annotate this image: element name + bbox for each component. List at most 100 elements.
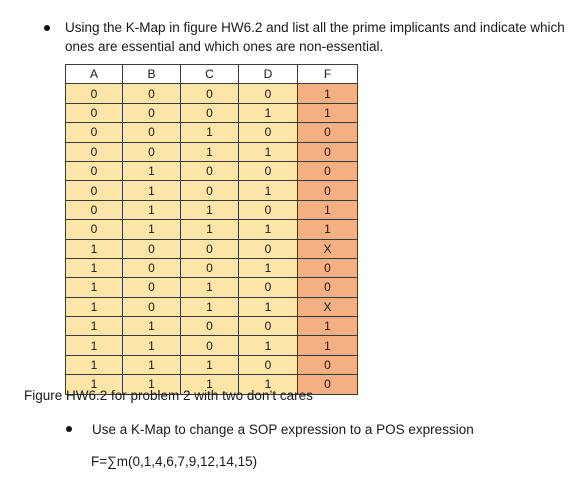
cell-c: 1 [180, 374, 239, 395]
cell-f: X [297, 238, 358, 259]
cell-d: 0 [238, 83, 298, 104]
cell-d: 0 [238, 354, 298, 376]
cell-a: 1 [65, 335, 123, 356]
cell-c: 1 [180, 219, 239, 240]
cell-a: 1 [65, 374, 123, 395]
cell-b: 0 [122, 277, 181, 298]
cell-a: 1 [65, 277, 123, 298]
cell-c: 1 [180, 122, 239, 143]
cell-f: 1 [297, 199, 358, 221]
sop-task-text: Use a K-Map to change a SOP expression t… [92, 422, 474, 437]
cell-c: 0 [180, 102, 239, 124]
cell-b: 1 [122, 180, 181, 201]
cell-f: 0 [297, 277, 358, 298]
truth-table-header-row: A B C D F [65, 63, 358, 85]
cell-b: 1 [122, 160, 181, 182]
cell-f: 0 [297, 354, 358, 376]
cell-c: 1 [180, 296, 239, 318]
header-c: C [180, 63, 239, 85]
cell-d: 0 [238, 316, 298, 337]
cell-a: 1 [65, 316, 123, 337]
cell-c: 1 [180, 199, 239, 221]
cell-f: 0 [297, 374, 358, 395]
cell-a: 0 [65, 122, 123, 143]
bullet-icon-2 [66, 426, 72, 432]
cell-b: 1 [122, 219, 181, 240]
cell-c: 0 [180, 335, 239, 356]
cell-d: 1 [238, 180, 298, 201]
cell-c: 0 [180, 160, 239, 182]
header-b: B [122, 63, 181, 85]
cell-b: 0 [122, 122, 181, 143]
cell-c: 0 [180, 83, 239, 104]
cell-d: 1 [238, 335, 298, 356]
cell-f: X [297, 296, 358, 318]
cell-d: 1 [238, 219, 298, 240]
cell-a: 0 [65, 199, 123, 221]
cell-a: 0 [65, 141, 123, 162]
instruction-line-2: ones are essential and which ones are no… [65, 39, 384, 54]
cell-d: 0 [238, 199, 298, 221]
cell-b: 1 [122, 316, 181, 337]
cell-f: 0 [297, 180, 358, 201]
header-a: A [65, 63, 123, 85]
cell-a: 0 [65, 180, 123, 201]
cell-f: 1 [297, 335, 358, 356]
cell-a: 1 [65, 354, 123, 376]
cell-f: 1 [297, 83, 358, 104]
instruction-line-1: Using the K-Map in figure HW6.2 and list… [65, 20, 565, 35]
cell-c: 1 [180, 277, 239, 298]
cell-a: 0 [65, 160, 123, 182]
cell-a: 0 [65, 219, 123, 240]
cell-b: 0 [122, 257, 181, 279]
cell-c: 0 [180, 238, 239, 259]
cell-b: 1 [122, 199, 181, 221]
figure-caption: Figure HW6.2 for problem 2 with two don’… [24, 388, 313, 403]
cell-d: 1 [238, 102, 298, 124]
cell-b: 0 [122, 296, 181, 318]
cell-b: 0 [122, 102, 181, 124]
cell-b: 0 [122, 83, 181, 104]
cell-a: 1 [65, 296, 123, 318]
cell-f: 0 [297, 257, 358, 279]
cell-d: 0 [238, 277, 298, 298]
cell-b: 1 [122, 354, 181, 376]
cell-d: 1 [238, 374, 298, 395]
cell-f: 0 [297, 122, 358, 143]
instruction-text: Using the K-Map in figure HW6.2 and list… [65, 18, 565, 56]
bullet-icon-1 [44, 25, 50, 31]
cell-a: 1 [65, 238, 123, 259]
cell-d: 1 [238, 296, 298, 318]
header-f: F [297, 63, 358, 85]
cell-f: 1 [297, 102, 358, 124]
cell-c: 0 [180, 316, 239, 337]
header-d: D [238, 63, 298, 85]
cell-a: 0 [65, 102, 123, 124]
cell-b: 1 [122, 335, 181, 356]
cell-d: 0 [238, 122, 298, 143]
cell-b: 0 [122, 141, 181, 162]
cell-f: 0 [297, 141, 358, 162]
cell-c: 1 [180, 354, 239, 376]
cell-c: 1 [180, 141, 239, 162]
cell-d: 1 [238, 257, 298, 279]
cell-b: 1 [122, 374, 181, 395]
cell-d: 0 [238, 160, 298, 182]
cell-a: 1 [65, 257, 123, 279]
cell-a: 0 [65, 83, 123, 104]
cell-d: 0 [238, 238, 298, 259]
